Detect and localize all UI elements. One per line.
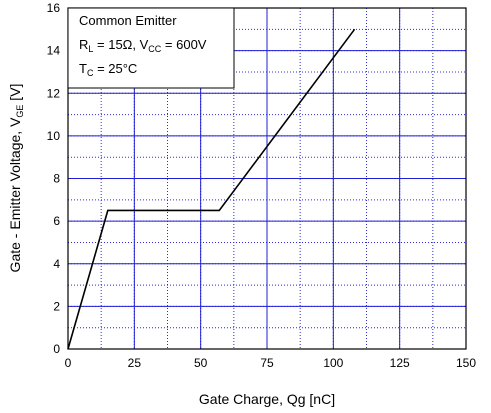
legend-line-2: RL = 15Ω, VCC = 600V bbox=[79, 37, 207, 54]
y-tick-label: 16 bbox=[47, 1, 61, 15]
x-tick-label: 75 bbox=[260, 356, 274, 370]
series-group bbox=[67, 28, 356, 350]
gate-voltage-curve bbox=[67, 28, 356, 350]
x-axis-label: Gate Charge, Qg [nC] bbox=[199, 391, 335, 407]
y-tick-label: 6 bbox=[53, 214, 60, 228]
y-tick-label: 12 bbox=[47, 86, 61, 100]
tick-labels: 0 25 50 75 100 125 150 0 2 4 6 8 10 12 14 16 bbox=[47, 1, 477, 370]
legend-box: Common Emitter RL = 15Ω, VCC = 600V TC =… bbox=[67, 7, 235, 89]
x-tick-label: 125 bbox=[390, 356, 410, 370]
y-tick-label: 0 bbox=[53, 342, 60, 356]
y-tick-label: 10 bbox=[47, 129, 61, 143]
x-tick-label: 50 bbox=[194, 356, 208, 370]
x-tick-label: 25 bbox=[128, 356, 142, 370]
legend-line-3: TC = 25°C bbox=[79, 61, 137, 78]
y-tick-label: 14 bbox=[47, 44, 61, 58]
y-axis-label: Gate - Emitter Voltage, VGE [V] bbox=[7, 84, 25, 273]
x-tick-label: 100 bbox=[323, 356, 343, 370]
legend-line-1: Common Emitter bbox=[79, 13, 177, 28]
y-tick-label: 4 bbox=[53, 257, 60, 271]
legend-frame bbox=[67, 7, 235, 89]
x-tick-label: 0 bbox=[65, 356, 72, 370]
y-tick-label: 8 bbox=[53, 172, 60, 186]
y-tick-label: 2 bbox=[53, 299, 60, 313]
x-tick-label: 150 bbox=[456, 356, 476, 370]
plot-frame bbox=[67, 7, 467, 350]
